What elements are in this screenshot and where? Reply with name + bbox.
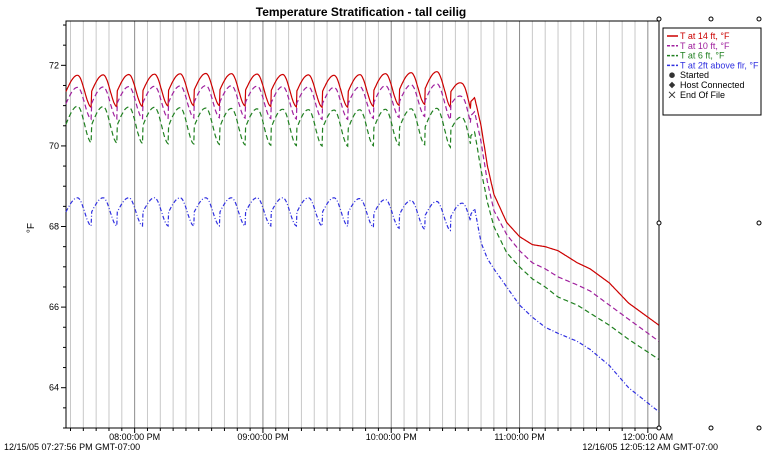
- x-axis: 08:00:00 PM 09:00:00 PM 10:00:00 PM 11:00:0…: [69, 428, 674, 442]
- legend-box: [662, 27, 762, 116]
- corner-marker: [756, 16, 762, 22]
- corner-marker: [656, 425, 662, 431]
- chart-title: Temperature Stratification - tall ceilig: [256, 5, 467, 19]
- y-tick-label: 70: [49, 141, 59, 151]
- start-timestamp: 12/15/05 07:27:56 PM GMT-07:00: [4, 442, 140, 452]
- legend-label-2: T at 10 ft, °F: [680, 41, 730, 51]
- legend: T at 14 ft, °FT at 10 ft, °FT at 6 ft, °…: [662, 27, 762, 116]
- corner-marker: [708, 425, 714, 431]
- corner-marker: [756, 220, 762, 226]
- x-tick-label: 11:00:00 PM: [494, 432, 544, 442]
- end-timestamp: 12/16/05 12:05:12 AM GMT-07:00: [582, 442, 718, 452]
- legend-label-1: T at 14 ft, °F: [680, 31, 730, 41]
- x-tick-label: 08:00:00 PM: [109, 432, 160, 442]
- series-line-4: [65, 197, 660, 413]
- x-tick-label: 09:00:00 PM: [237, 432, 288, 442]
- y-tick-label: 66: [49, 302, 59, 312]
- corner-marker: [656, 220, 662, 226]
- series-line-2: [65, 83, 660, 342]
- data-series: [65, 71, 660, 413]
- started-symbol-icon: [669, 72, 675, 78]
- y-tick-label: 72: [49, 60, 59, 70]
- y-tick-label: 64: [49, 383, 59, 393]
- legend-label-3: T at 6 ft, °F: [680, 51, 725, 61]
- legend-symbol-label-1: Started: [680, 70, 709, 80]
- x-tick-label: 10:00:00 PM: [366, 432, 417, 442]
- legend-symbol-label-3: End Of File: [680, 90, 725, 100]
- legend-symbol-label-2: Host Connected: [680, 80, 745, 90]
- y-axis-label: °F: [26, 223, 37, 233]
- plot-frame: [65, 20, 660, 429]
- corner-marker: [708, 16, 714, 22]
- corner-marker: [656, 16, 662, 22]
- host-connected-symbol-icon: [668, 81, 676, 89]
- vertical-gridlines: [69, 21, 649, 428]
- series-line-3: [65, 105, 660, 360]
- corner-markers: [656, 16, 762, 431]
- y-tick-label: 68: [49, 222, 59, 232]
- corner-marker: [756, 425, 762, 431]
- end-of-file-symbol-icon: [668, 91, 676, 99]
- x-tick-label: 12:00:00 AM: [623, 432, 674, 442]
- series-line-1: [65, 71, 660, 326]
- y-axis: 64 66 68 70 72: [49, 24, 66, 429]
- legend-label-4: T at 2ft above flr, °F: [680, 60, 759, 70]
